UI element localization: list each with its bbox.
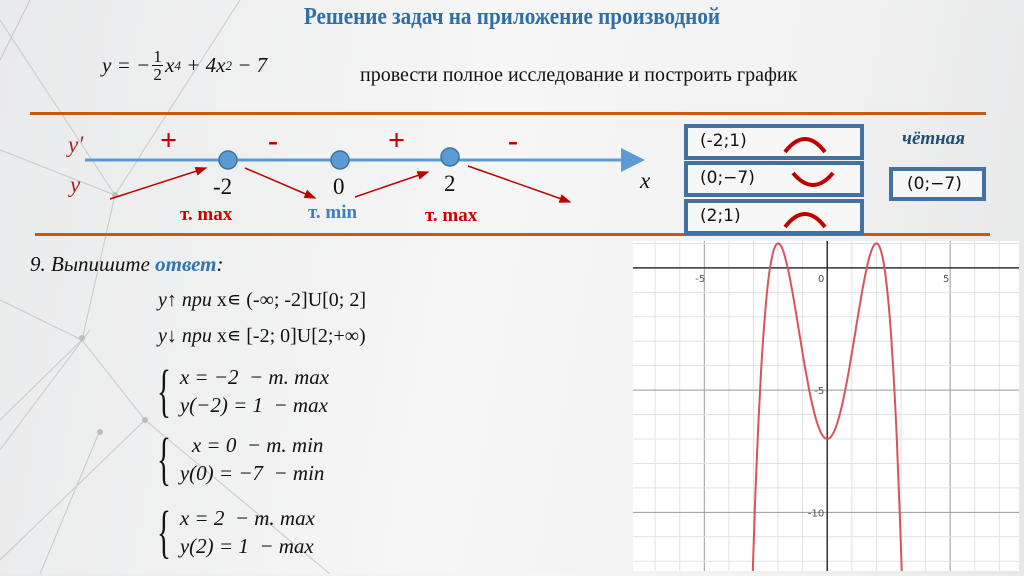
graph-svg: -5 0 5 -5 -10 — [633, 241, 1019, 576]
decrease-arrow — [467, 165, 572, 203]
formula-middle: + 4x — [181, 53, 226, 77]
y-tick-label: -10 — [808, 508, 824, 519]
answer-heading: 9. Выпишите ответ: — [30, 252, 223, 277]
formula-power-4: 4 — [174, 57, 182, 73]
formula-lhs: y = − — [102, 53, 151, 77]
parity-label: чётная — [902, 128, 966, 149]
point-text: (2;1) — [700, 206, 741, 226]
system-line: y(0) = −7 − min — [179, 461, 325, 485]
function-graph: -5 0 5 -5 -10 — [633, 241, 1019, 576]
x-axis-label: x — [640, 168, 651, 193]
point-label: -2 — [213, 174, 233, 199]
sign-minus: - — [268, 124, 278, 157]
fraction-numerator: 1 — [153, 47, 162, 66]
max-label: т. max — [425, 205, 478, 226]
formula-power-2: 2 — [225, 57, 233, 73]
min-label: т. min — [308, 202, 358, 223]
parity-point-text: (0;−7) — [907, 174, 962, 194]
decrease-arrow — [244, 167, 317, 199]
increase-when: при — [181, 289, 217, 311]
decrease-symbol: y↓ — [158, 325, 182, 347]
task-text: провести полное исследование и построить… — [360, 64, 798, 86]
divider-top — [30, 112, 986, 115]
point-box: (2;1) — [684, 199, 864, 235]
sign-plus: + — [388, 124, 406, 157]
system-line: y(2) = 1 − max — [179, 534, 314, 558]
divider-bottom — [35, 233, 990, 236]
convex-arc-icon — [783, 212, 827, 229]
sign-chart — [85, 147, 645, 203]
extremum-system: {x = 0 − m. min y(0) = −7 − min — [150, 430, 324, 488]
critical-point — [440, 147, 460, 167]
x-tick-label: -5 — [695, 274, 705, 285]
answer-heading-text: 9. Выпишите — [30, 252, 156, 276]
max-label: т. max — [180, 204, 233, 225]
brace-icon: { — [156, 499, 171, 564]
system-line: x = −2 − m. max — [179, 365, 330, 389]
increase-symbol: y↑ — [158, 289, 182, 311]
decrease-set: x∊ [-2; 0]U[2;+∞) — [216, 325, 366, 347]
y-tick-label: -5 — [814, 386, 824, 397]
increase-set: x∊ (-∞; -2]U[0; 2] — [216, 289, 367, 311]
function-curve — [751, 242, 903, 576]
system-line: x = 0 − m. min — [191, 433, 324, 457]
answer-heading-bold: ответ — [155, 252, 217, 276]
formula-x: x — [165, 53, 175, 77]
increase-arrow — [109, 166, 208, 200]
system-line: y(−2) = 1 − max — [179, 393, 328, 417]
slide-title: Решение задач на приложение производной — [303, 4, 721, 30]
sign-minus: - — [508, 124, 518, 157]
critical-point — [330, 150, 350, 170]
system-line: x = 2 − m. max — [179, 506, 315, 530]
derivative-label: y′ — [68, 132, 84, 157]
concave-arc-icon — [791, 171, 835, 187]
point-box: (0;−7) — [684, 161, 864, 197]
increase-interval: y↑ при x∊ (-∞; -2]U[0; 2] — [158, 287, 366, 312]
point-box: (-2;1) — [684, 124, 864, 160]
decrease-interval: y↓ при x∊ [-2; 0]U[2;+∞) — [158, 323, 366, 348]
brace-icon: { — [156, 426, 171, 491]
decrease-when: при — [181, 325, 217, 347]
parity-point-box: (0;−7) — [889, 167, 986, 201]
point-label: 0 — [333, 174, 345, 199]
brace-icon: { — [156, 358, 171, 423]
point-label: 2 — [444, 171, 456, 196]
increase-arrow — [354, 171, 430, 198]
x-tick-label: 5 — [943, 274, 949, 285]
answer-heading-colon: : — [216, 252, 224, 276]
point-text: (-2;1) — [700, 131, 747, 151]
convex-arc-icon — [783, 137, 827, 154]
x-tick-label: 0 — [818, 274, 824, 285]
extremum-system: {x = 2 − m. max y(2) = 1 − max — [150, 503, 315, 561]
extremum-system: {x = −2 − m. max y(−2) = 1 − max — [150, 362, 329, 420]
function-label: y — [70, 172, 81, 197]
fraction-denominator: 2 — [153, 65, 162, 84]
point-text: (0;−7) — [700, 168, 755, 188]
sign-plus: + — [160, 124, 178, 157]
formula-tail: − 7 — [232, 53, 268, 77]
critical-point — [218, 150, 238, 170]
